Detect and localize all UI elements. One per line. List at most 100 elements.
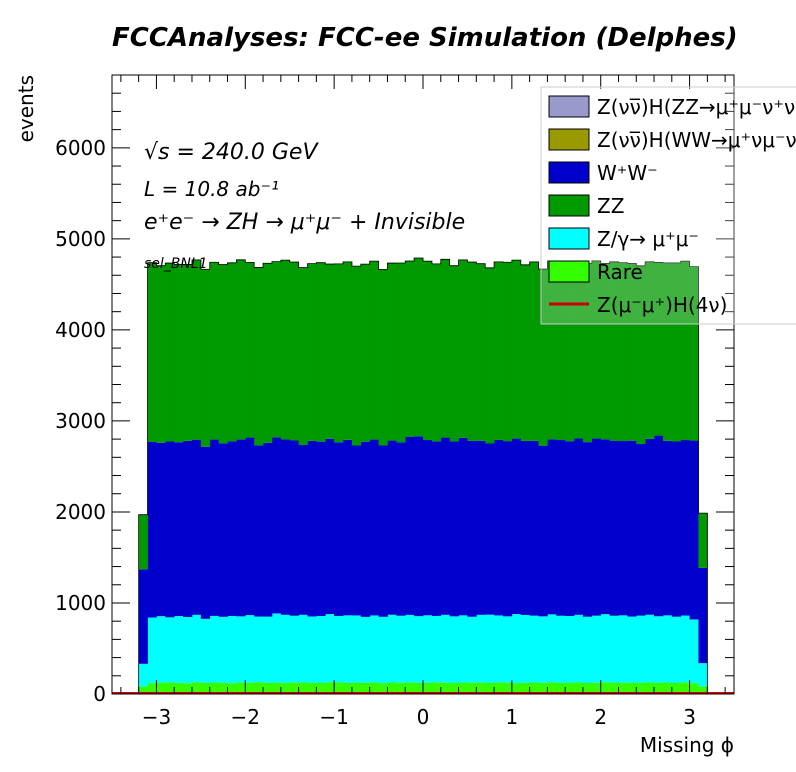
bar-3-57	[645, 261, 655, 439]
y-tick-label: 4000	[55, 318, 106, 342]
bar-2-16	[280, 439, 291, 615]
bar-2-29	[396, 442, 406, 616]
legend-entry: ZZ	[548, 194, 624, 218]
bar-0-6	[191, 682, 202, 694]
bar-0-38	[476, 682, 486, 694]
bar-0-54	[618, 682, 628, 694]
x-tick-label: −2	[231, 705, 260, 729]
bar-1-34	[440, 614, 451, 683]
bar-1-26	[369, 615, 379, 683]
bar-3-47	[556, 262, 566, 441]
bar-3-23	[343, 261, 353, 440]
bar-1-11	[236, 616, 246, 683]
bar-3-60	[671, 262, 682, 442]
legend-swatch	[548, 194, 590, 217]
annotation-energy: √s = 240.0 GeV	[144, 140, 319, 165]
bar-0-29	[396, 682, 406, 694]
bar-3-54	[618, 262, 628, 442]
bar-0-3	[165, 682, 175, 694]
bar-2-1	[147, 442, 157, 618]
bar-0-20	[316, 682, 326, 694]
bar-2-11	[236, 439, 246, 617]
bar-2-17	[289, 440, 299, 616]
y-axis-label: events	[14, 75, 38, 142]
bar-1-52	[600, 614, 610, 683]
bar-1-55	[627, 616, 637, 683]
bar-1-15	[271, 613, 282, 683]
bar-3-46	[547, 260, 557, 440]
bar-2-31	[414, 436, 424, 617]
bar-0-57	[645, 682, 655, 694]
bar-0-39	[485, 682, 495, 694]
series-1	[138, 613, 708, 687]
bar-3-16	[280, 260, 291, 440]
bar-2-46	[547, 439, 557, 615]
bar-1-39	[485, 614, 495, 683]
bar-0-33	[431, 682, 442, 694]
legend-entry: Z(νν̅)H(WW→μ⁺νμ⁻ν)	[548, 128, 796, 152]
legend-label: Z/γ→ μ⁺μ⁻	[597, 227, 699, 251]
bar-3-28	[387, 263, 397, 441]
legend: Z(νν̅)H(ZZ→μ⁺μ⁻ν⁺ν⁻) Z(νν̅)H(WW→μ⁺νμ⁻ν) W⁺…	[540, 86, 796, 325]
bar-3-34	[440, 259, 451, 438]
bar-0-46	[547, 682, 557, 694]
bar-3-6	[191, 259, 202, 440]
bar-1-37	[467, 616, 477, 683]
bar-3-35	[449, 265, 459, 442]
bar-0-9	[218, 682, 228, 694]
bar-0-5	[183, 683, 193, 694]
bar-0-45	[538, 682, 548, 694]
bar-3-24	[351, 266, 362, 446]
bar-1-21	[325, 614, 335, 683]
legend-swatch	[548, 161, 590, 184]
bar-2-42	[511, 438, 522, 615]
bar-2-9	[218, 443, 228, 617]
bar-3-11	[236, 259, 246, 440]
bar-2-13	[254, 445, 264, 617]
x-tick-label: 2	[594, 705, 607, 729]
bar-0-36	[458, 682, 468, 694]
bar-0-51	[591, 682, 602, 694]
bar-0-11	[236, 682, 246, 694]
axis-ticks: −3 −2 −1 0 1 2 3 0 1000 2000 3000 4000 5000 6000	[55, 75, 734, 729]
bar-1-17	[289, 615, 299, 683]
y-tick-label: 3000	[55, 409, 106, 433]
bar-1-40	[494, 615, 504, 683]
bar-0-32	[423, 682, 433, 694]
bar-1-27	[378, 616, 388, 684]
bar-3-19	[307, 263, 317, 441]
bar-1-3	[165, 617, 175, 683]
bar-1-7	[200, 618, 211, 683]
bar-2-28	[387, 440, 397, 615]
annotation-energy-text: √s = 240.0 GeV	[144, 140, 319, 165]
y-tick-label: 5000	[55, 227, 106, 251]
bar-2-53	[609, 440, 619, 616]
bar-3-42	[511, 260, 522, 439]
bar-3-59	[662, 262, 673, 441]
bar-3-41	[502, 262, 513, 442]
bar-0-58	[654, 682, 664, 694]
y-tick-label: 1000	[55, 591, 106, 615]
bar-2-33	[431, 441, 442, 616]
bar-0-18	[298, 682, 308, 694]
bar-0-63	[698, 686, 708, 694]
x-axis-label: Missing ϕ	[640, 733, 734, 757]
bar-2-32	[423, 440, 433, 616]
bar-1-41	[502, 616, 513, 683]
bar-3-31	[414, 257, 424, 437]
bar-1-32	[423, 615, 433, 683]
series-2	[138, 435, 708, 664]
bar-3-33	[431, 263, 442, 442]
bar-1-0	[138, 663, 148, 687]
bar-1-43	[520, 614, 530, 683]
bar-3-2	[156, 265, 166, 443]
bar-2-12	[245, 437, 255, 616]
bar-0-49	[574, 682, 584, 694]
bar-0-34	[440, 682, 451, 694]
bar-2-37	[467, 440, 477, 617]
bar-3-39	[485, 267, 495, 444]
annotation-lumi: L = 10.8 ab⁻¹	[144, 177, 279, 201]
bar-3-26	[369, 261, 379, 440]
legend-swatch	[548, 128, 590, 151]
bar-0-24	[351, 682, 362, 694]
